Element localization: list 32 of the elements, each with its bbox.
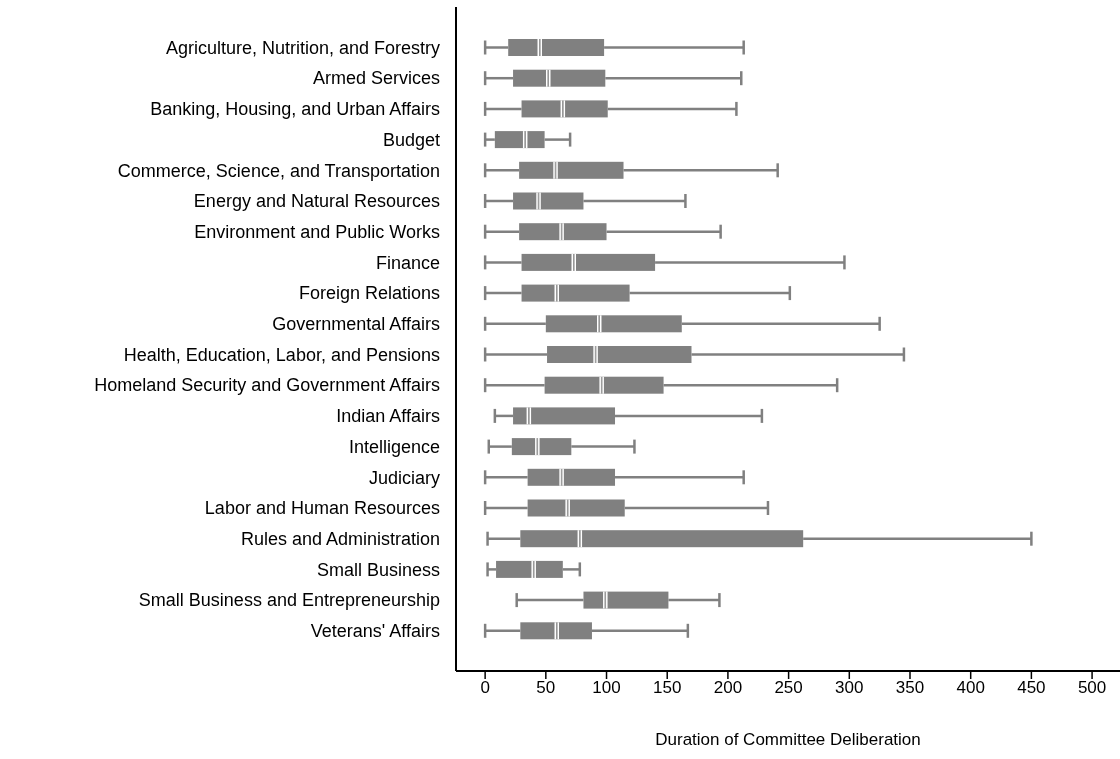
x-tick-label: 450	[1017, 678, 1046, 698]
x-tick-label: 50	[536, 678, 556, 698]
x-tick-label: 0	[480, 678, 490, 698]
y-tick-label: Agriculture, Nutrition, and Forestry	[165, 37, 440, 58]
x-tick-label: 100	[592, 678, 621, 698]
x-tick-label: 150	[653, 678, 682, 698]
y-tick-label: Indian Affairs	[336, 406, 440, 427]
x-tick-label: 300	[835, 678, 864, 698]
y-tick-label: Rules and Administration	[240, 528, 440, 549]
x-axis-title: Duration of Committee Deliberation	[655, 730, 921, 749]
y-tick-label: Commerce, Science, and Transportation	[117, 160, 440, 181]
y-tick-label: Judiciary	[368, 467, 440, 488]
y-tick-label: Intelligence	[348, 436, 440, 457]
y-tick-label: Small Business and Entrepreneurship	[138, 590, 440, 611]
y-tick-label: Governmental Affairs	[272, 314, 440, 335]
x-tick-label: 500	[1077, 678, 1107, 698]
y-tick-label: Labor and Human Resources	[204, 498, 440, 519]
y-tick-label: Finance	[375, 252, 440, 273]
y-tick-label: Environment and Public Works	[194, 221, 440, 242]
y-tick-label: Homeland Security and Government Affairs	[94, 375, 440, 396]
y-tick-label: Foreign Relations	[298, 283, 440, 304]
x-tick-label: 400	[956, 678, 985, 698]
y-tick-label: Small Business	[316, 559, 440, 580]
x-tick-label: 200	[713, 678, 743, 698]
y-tick-label: Banking, Housing, and Urban Affairs	[150, 99, 440, 120]
y-tick-label: Armed Services	[312, 68, 440, 89]
y-tick-label: Veterans' Affairs	[310, 621, 440, 642]
y-tick-label: Energy and Natural Resources	[193, 191, 440, 212]
y-tick-label: Budget	[382, 129, 440, 150]
x-tick-label: 350	[895, 678, 925, 698]
y-tick-label: Health, Education, Labor, and Pensions	[123, 344, 440, 365]
x-tick-label: 250	[774, 678, 803, 698]
